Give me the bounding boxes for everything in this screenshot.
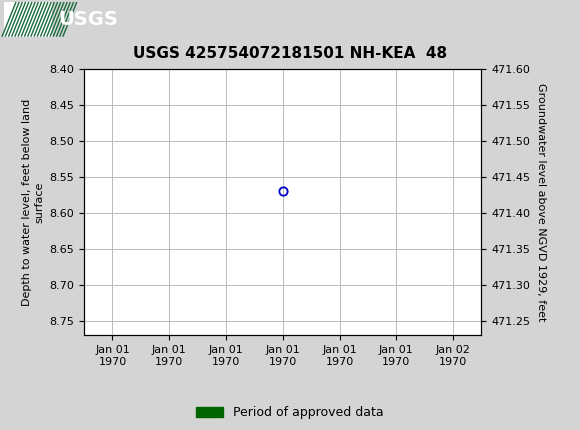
Y-axis label: Depth to water level, feet below land
surface: Depth to water level, feet below land su… xyxy=(21,98,44,306)
Legend: Period of approved data: Period of approved data xyxy=(196,406,384,419)
Bar xyxy=(4,2,52,37)
Y-axis label: Groundwater level above NGVD 1929, feet: Groundwater level above NGVD 1929, feet xyxy=(536,83,546,321)
Text: USGS 425754072181501 NH-KEA  48: USGS 425754072181501 NH-KEA 48 xyxy=(133,46,447,61)
Text: USGS: USGS xyxy=(58,10,118,29)
